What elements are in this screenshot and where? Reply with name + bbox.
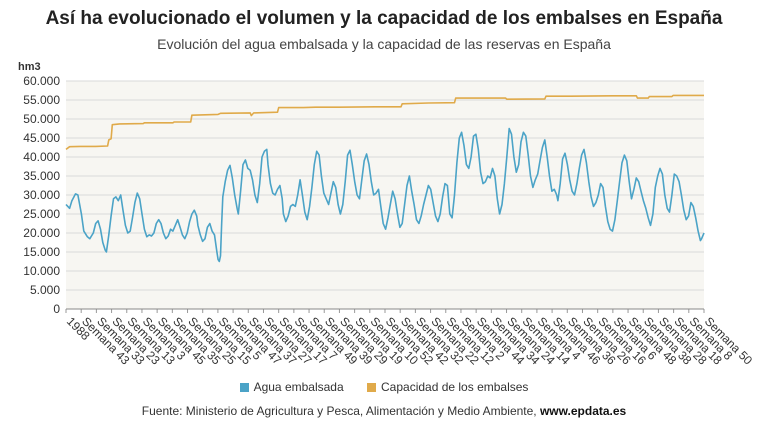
- legend-label-capacidad: Capacidad de los embalses: [381, 380, 529, 394]
- y-tick-label: 30.000: [23, 188, 60, 202]
- y-tick-label: 60.000: [23, 74, 60, 88]
- y-tick-label: 25.000: [23, 207, 60, 221]
- y-tick-label: 40.000: [23, 150, 60, 164]
- y-tick-label: 5.000: [30, 283, 60, 297]
- y-tick-label: 15.000: [23, 245, 60, 259]
- y-tick-label: 20.000: [23, 226, 60, 240]
- chart-title: Así ha evolucionado el volumen y la capa…: [45, 8, 723, 29]
- y-tick-label: 10.000: [23, 264, 60, 278]
- legend-swatch-agua: [239, 383, 249, 392]
- series-line-capacidad: [65, 94, 704, 151]
- legend: Agua embalsada Capacidad de los embalses: [0, 380, 768, 394]
- source-text: Fuente: Ministerio de Agricultura y Pesc…: [141, 404, 540, 418]
- y-tick-label: 55.000: [23, 93, 60, 107]
- y-tick-label: 0: [53, 302, 60, 316]
- series-line-agua: [65, 127, 705, 263]
- y-axis-unit: hm3: [18, 61, 41, 73]
- source-note: Fuente: Ministerio de Agricultura y Pesc…: [0, 404, 768, 418]
- y-tick-label: 45.000: [23, 131, 60, 145]
- y-tick-label: 35.000: [23, 169, 60, 183]
- legend-item-agua[interactable]: Agua embalsada: [239, 380, 344, 394]
- y-tick-label: 50.000: [23, 112, 60, 126]
- legend-swatch-capacidad: [367, 383, 376, 392]
- source-link[interactable]: www.epdata.es: [539, 404, 627, 418]
- legend-label-agua: Agua embalsada: [253, 380, 344, 394]
- legend-item-capacidad[interactable]: Capacidad de los embalses: [367, 380, 528, 394]
- chart-subtitle: Evolución del agua embalsada y la capaci…: [157, 36, 611, 52]
